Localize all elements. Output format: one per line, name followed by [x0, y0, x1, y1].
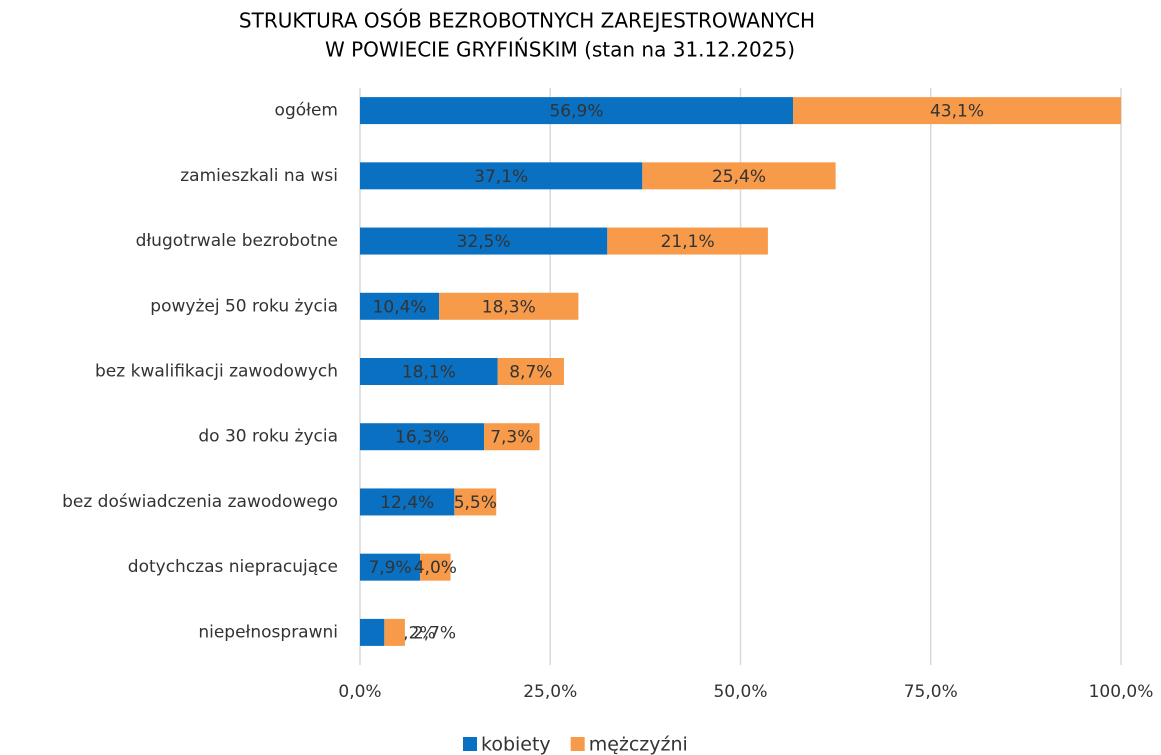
legend-swatch — [463, 737, 477, 751]
data-label: 56,9% — [549, 102, 603, 122]
bar-segment — [360, 553, 421, 581]
x-tick-label: 0,0% — [338, 682, 381, 702]
bar-segment — [360, 618, 385, 646]
chart-title: STRUKTURA OSÓB BEZROBOTNYCH ZAREJESTROWA… — [239, 9, 815, 33]
bar-segment — [454, 488, 497, 516]
data-label: 43,1% — [930, 102, 984, 122]
x-tick-label: 75,0% — [904, 682, 958, 702]
data-label: 18,1% — [402, 363, 456, 383]
y-tick-label: niepełnosprawni — [198, 622, 338, 642]
bar-segment — [360, 488, 455, 516]
bar-segment — [384, 618, 405, 646]
data-label: 7,9% — [368, 558, 411, 578]
bar-segment — [420, 553, 451, 581]
data-label: 37,1% — [474, 167, 528, 187]
bar-segment — [497, 358, 564, 385]
y-tick-label: powyżej 50 roku życia — [150, 296, 338, 316]
data-label: 12,4% — [380, 493, 434, 513]
bar-segment — [360, 97, 794, 125]
bar-segment — [360, 423, 485, 451]
data-label: 18,3% — [482, 297, 536, 317]
bar-segment — [360, 227, 608, 255]
y-tick-label: bez kwalifikacji zawodowych — [95, 362, 338, 382]
legend-swatch — [570, 737, 585, 751]
chart-title: W POWIECIE GRYFIŃSKIM (stan na 31.12.202… — [325, 38, 795, 62]
data-label: 32,5% — [457, 232, 511, 252]
data-label: 16,3% — [395, 428, 449, 448]
y-tick-label: długotrwale bezrobotne — [136, 231, 338, 251]
bar-segment — [439, 292, 579, 320]
data-label: 5,5% — [454, 493, 497, 513]
y-tick-label: dotychczas niepracujące — [128, 557, 338, 577]
data-label: 7,3% — [490, 428, 533, 448]
data-label: 2,7% — [413, 623, 456, 643]
bar-segment — [607, 227, 768, 255]
data-label: 4,0% — [414, 558, 457, 578]
data-label: 21,1% — [661, 232, 715, 252]
x-tick-label: 50,0% — [713, 682, 767, 702]
x-tick-label: 100,0% — [1089, 682, 1154, 702]
bar-segment — [360, 358, 498, 385]
bar-segment — [484, 423, 540, 451]
legend-label: kobiety — [481, 734, 551, 755]
y-tick-label: zamieszkali na wsi — [180, 166, 338, 186]
bar-segment — [360, 292, 440, 320]
x-tick-label: 25,0% — [523, 682, 577, 702]
legend-label: mężczyźni — [589, 734, 688, 755]
bar-segment — [642, 162, 836, 190]
bar-segment — [793, 97, 1121, 125]
bar-segment — [360, 162, 643, 190]
y-tick-label: bez doświadczenia zawodowego — [62, 492, 338, 512]
y-tick-label: do 30 roku życia — [198, 427, 338, 447]
data-label: 25,4% — [712, 167, 766, 187]
data-label: 8,7% — [509, 363, 552, 383]
y-tick-label: ogółem — [275, 101, 338, 121]
data-label: 10,4% — [373, 297, 427, 317]
